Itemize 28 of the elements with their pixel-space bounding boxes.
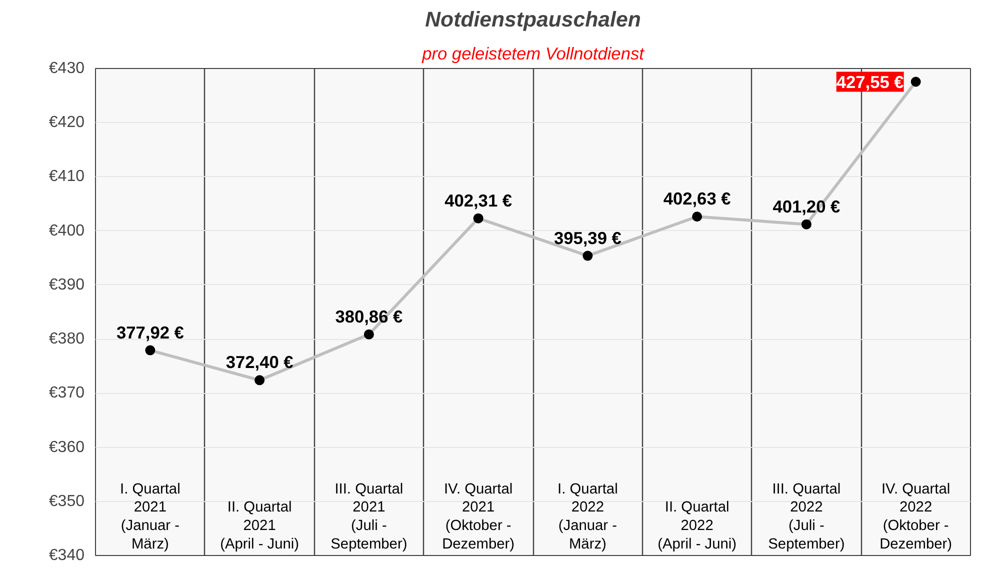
chart-title: Notdienstpauschalen	[425, 8, 641, 32]
y-tick-label: €380	[48, 330, 85, 348]
x-tick-label: I. Quartal 2022 (Januar - März)	[558, 481, 618, 552]
y-tick-label: €340	[48, 547, 85, 564]
y-tick-label: €420	[48, 114, 85, 132]
y-tick-label: €370	[48, 384, 85, 402]
data-label: 380,86 €	[335, 306, 404, 326]
x-tick-label: III. Quartal 2021 (Juli - September)	[330, 481, 408, 552]
y-tick-label: €350	[48, 492, 85, 510]
x-tick-label: IV. Quartal 2021 (Oktober - Dezember)	[442, 481, 515, 552]
y-tick-label: €430	[48, 60, 85, 77]
x-tick-label: II. Quartal 2021 (April - Juni)	[220, 500, 300, 552]
data-label: 395,39 €	[554, 228, 622, 248]
chart-subtitle: pro geleistetem Vollnotdienst	[421, 44, 646, 64]
data-label: 377,92 €	[116, 322, 184, 342]
data-label: 402,31 €	[444, 190, 512, 210]
data-label: 402,63 €	[663, 188, 732, 209]
data-label: 427,55 €	[836, 72, 904, 92]
x-tick-label: IV. Quartal 2022 (Oktober - Dezember)	[880, 481, 952, 552]
y-tick-label: €390	[48, 276, 85, 294]
data-label: 401,20 €	[772, 196, 841, 216]
y-tick-label: €400	[48, 222, 85, 240]
x-tick-label: III. Quartal 2022 (Juli - September)	[768, 481, 845, 552]
y-tick-label: €410	[48, 168, 85, 186]
data-label: 372,40 €	[226, 352, 294, 372]
x-tick-label: I. Quartal 2021 (Januar - März)	[120, 481, 180, 552]
x-tick-label: II. Quartal 2022 (April - Juni)	[658, 500, 737, 552]
y-tick-label: €360	[48, 438, 85, 456]
